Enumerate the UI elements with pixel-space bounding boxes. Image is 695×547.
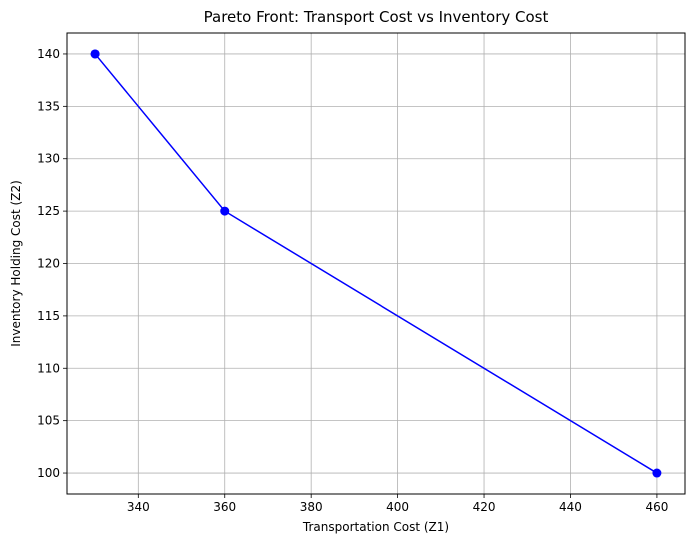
grid — [67, 33, 685, 494]
y-axis: 100 105 110 115 120 125 130 135 140 — [37, 47, 67, 480]
y-tick-label: 105 — [37, 414, 60, 428]
x-axis: 340 360 380 400 420 440 460 — [127, 494, 668, 514]
y-tick-label: 130 — [37, 152, 60, 166]
x-tick-label: 380 — [300, 500, 323, 514]
y-tick-label: 125 — [37, 204, 60, 218]
data-point — [220, 206, 230, 216]
chart-title: Pareto Front: Transport Cost vs Inventor… — [204, 8, 549, 26]
data-point — [652, 468, 662, 478]
y-tick-label: 140 — [37, 47, 60, 61]
x-tick-label: 340 — [127, 500, 150, 514]
x-tick-label: 360 — [213, 500, 236, 514]
y-tick-label: 110 — [37, 361, 60, 375]
data-point — [90, 49, 100, 59]
y-tick-label: 120 — [37, 257, 60, 271]
x-axis-label: Transportation Cost (Z1) — [302, 520, 449, 534]
x-tick-label: 400 — [386, 500, 409, 514]
series-layer — [90, 49, 662, 478]
x-tick-label: 420 — [473, 500, 496, 514]
y-tick-label: 115 — [37, 309, 60, 323]
y-tick-label: 100 — [37, 466, 60, 480]
y-tick-label: 135 — [37, 99, 60, 113]
x-tick-label: 440 — [559, 500, 582, 514]
x-tick-label: 460 — [645, 500, 668, 514]
y-axis-label: Inventory Holding Cost (Z2) — [9, 180, 23, 347]
